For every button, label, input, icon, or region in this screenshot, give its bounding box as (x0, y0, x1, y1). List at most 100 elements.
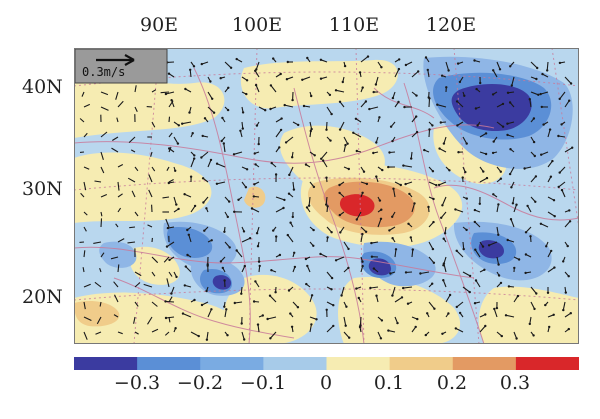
wind-arrow-head (528, 322, 531, 326)
wind-arrow (117, 264, 120, 273)
wind-arrow-head (526, 204, 529, 208)
wind-arrow (420, 271, 430, 275)
wind-arrow-head (568, 209, 571, 212)
wind-arrow-head (436, 103, 439, 106)
wind-arrow-head (361, 264, 364, 268)
wind-arrow (370, 286, 379, 289)
wind-arrow-head (438, 147, 441, 150)
wind-arrow-head (387, 165, 390, 169)
wind-arrow (236, 250, 243, 258)
wind-arrow (325, 196, 328, 205)
wind-arrow (94, 281, 102, 288)
wind-arrow (513, 204, 518, 213)
wind-arrow-head (181, 312, 185, 315)
wind-arrow-head (232, 153, 236, 156)
wind-arrow-head (166, 226, 170, 230)
wind-arrow-head (347, 167, 350, 171)
wind-arrow-head (223, 305, 226, 308)
wind-arrow-head (235, 249, 238, 252)
wind-arrow (270, 85, 277, 93)
wind-arrow-head (372, 267, 376, 270)
wind-arrow-head (479, 81, 482, 85)
wind-arrow (360, 234, 363, 243)
wind-arrow-head (567, 275, 570, 278)
wind-arrow-head (456, 124, 459, 127)
wind-arrow-head (478, 202, 481, 205)
wind-arrow (251, 208, 260, 213)
wind-arrow (100, 218, 103, 228)
wind-arrow (411, 203, 416, 213)
wind-arrow-head (307, 204, 311, 207)
wind-arrow-head (517, 258, 521, 261)
wind-arrow-head (348, 336, 351, 339)
wind-arrow-head (209, 158, 213, 162)
lat-label-20n: 20N (22, 286, 63, 308)
wind-arrow (168, 271, 173, 277)
wind-arrow-head (492, 140, 495, 143)
wind-arrow (162, 196, 170, 199)
wind-arrow (83, 166, 90, 170)
wind-arrow (479, 177, 488, 183)
wind-arrow-head (473, 302, 477, 305)
wind-arrow-head (330, 288, 333, 291)
wind-arrow-head (202, 201, 205, 204)
wind-arrow-head (197, 334, 200, 338)
wind-arrow (234, 301, 243, 304)
wind-arrow-head (499, 170, 502, 173)
wind-arrow-head (387, 329, 390, 332)
wind-arrow-head (391, 237, 394, 240)
wind-arrow-head (513, 266, 516, 270)
wind-arrow-head (272, 229, 275, 232)
wind-arrow-head (223, 230, 226, 233)
wind-arrow (83, 301, 86, 310)
wind-arrow-head (181, 122, 184, 125)
wind-arrow (394, 296, 403, 303)
wind-arrow-head (274, 291, 277, 294)
wind-arrow (275, 207, 284, 213)
colorbar-segment (452, 357, 517, 370)
wind-arrow-head (532, 334, 535, 337)
wind-arrow-head (375, 141, 378, 144)
wind-arrow (100, 91, 109, 96)
wind-arrow (428, 129, 431, 138)
wind-arrow-head (219, 260, 223, 263)
wind-arrow-head (442, 142, 446, 145)
wind-arrow (437, 104, 447, 108)
wind-arrow-head (475, 87, 478, 91)
wind-arrow-head (222, 142, 225, 145)
wind-arrow-head (457, 151, 460, 154)
wind-arrow-head (237, 198, 240, 201)
wind-arrow (462, 271, 471, 277)
wind-arrow (496, 256, 500, 265)
wind-arrow (441, 196, 447, 206)
wind-arrow-head (205, 289, 208, 293)
wind-arrow (439, 148, 447, 153)
wind-arrow-head (319, 58, 323, 61)
wind-vector-field (79, 55, 574, 341)
wind-arrow-head (228, 200, 231, 203)
wind-arrow (275, 129, 282, 138)
wind-arrow-head (560, 123, 563, 126)
wind-arrow-head (305, 206, 309, 209)
wind-arrow-head (221, 266, 224, 270)
wind-arrow (488, 241, 498, 246)
wind-arrow-head (484, 324, 487, 328)
wind-arrow-head (551, 159, 554, 163)
wind-arrow-head (448, 293, 452, 297)
wind-arrow-head (397, 100, 400, 104)
wind-arrow (547, 129, 551, 138)
wind-arrow-head (391, 294, 394, 297)
wind-arrow-head (306, 264, 309, 268)
wind-arrow-head (476, 124, 479, 127)
wind-arrow-head (515, 203, 518, 206)
wind-arrow-head (361, 232, 364, 236)
wind-arrow-head (184, 87, 187, 91)
wind-arrow-head (533, 154, 536, 158)
wind-arrow-head (176, 142, 180, 145)
wind-arrow-head (241, 127, 244, 130)
wind-arrow-head (447, 312, 450, 315)
wind-arrow-head (499, 281, 503, 285)
wind-arrow (99, 268, 102, 273)
wind-arrow (403, 165, 413, 168)
wind-arrow-head (255, 232, 259, 235)
